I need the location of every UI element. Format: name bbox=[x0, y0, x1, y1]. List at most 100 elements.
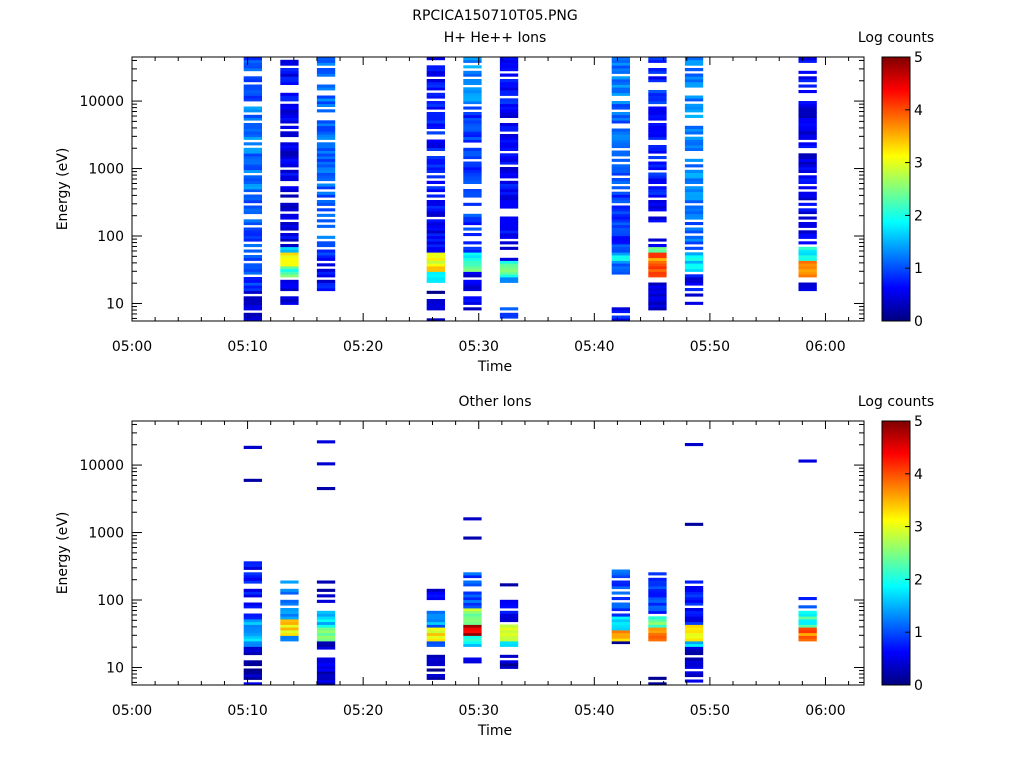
heatmap-cell bbox=[648, 591, 667, 595]
heatmap-cell bbox=[499, 73, 519, 77]
heatmap-cell bbox=[499, 183, 519, 187]
heatmap-cell bbox=[798, 249, 817, 253]
heatmap-cell bbox=[426, 65, 445, 69]
heatmap-cell bbox=[280, 95, 299, 99]
heatmap-cell bbox=[243, 285, 262, 289]
heatmap-cell bbox=[316, 68, 336, 72]
heatmap-cells bbox=[243, 57, 817, 322]
heatmap-cell bbox=[611, 307, 630, 311]
heatmap-cell bbox=[684, 260, 704, 264]
heatmap-cell bbox=[798, 459, 817, 463]
heatmap-cell bbox=[243, 156, 262, 160]
heatmap-cell bbox=[798, 178, 817, 182]
heatmap-cell bbox=[648, 172, 667, 176]
heatmap-cell bbox=[280, 627, 299, 631]
heatmap-cell bbox=[243, 591, 262, 595]
heatmap-cell bbox=[316, 131, 336, 135]
heatmap-cell bbox=[648, 70, 667, 74]
heatmap-cell bbox=[426, 290, 445, 294]
heatmap-cell bbox=[611, 167, 630, 171]
heatmap-cell bbox=[611, 583, 630, 587]
heatmap-cell bbox=[426, 101, 445, 105]
heatmap-cell bbox=[499, 616, 519, 620]
heatmap-cell bbox=[316, 169, 336, 173]
heatmap-cell bbox=[499, 92, 519, 96]
heatmap-cell bbox=[316, 134, 336, 138]
heatmap-cell bbox=[426, 147, 445, 151]
heatmap-cell bbox=[463, 246, 482, 250]
heatmap-cell bbox=[463, 266, 482, 270]
heatmap-cell bbox=[684, 57, 704, 61]
heatmap-cell bbox=[426, 222, 445, 226]
heatmap-cell bbox=[280, 268, 299, 272]
heatmap-cell bbox=[684, 227, 704, 231]
heatmap-cell bbox=[499, 59, 519, 63]
heatmap-cell bbox=[684, 594, 704, 598]
heatmap-cell bbox=[463, 136, 482, 140]
heatmap-cell bbox=[798, 128, 817, 132]
heatmap-cell bbox=[463, 92, 482, 96]
heatmap-cell bbox=[426, 238, 445, 242]
heatmap-cell bbox=[463, 608, 482, 612]
heatmap-cell bbox=[243, 660, 262, 664]
heatmap-cell bbox=[611, 205, 630, 209]
heatmap-cell bbox=[611, 257, 630, 261]
heatmap-cell bbox=[463, 114, 482, 118]
heatmap-cell bbox=[243, 169, 262, 173]
heatmap-cell bbox=[426, 638, 445, 642]
heatmap-cell bbox=[499, 315, 519, 319]
heatmap-cell bbox=[280, 274, 299, 278]
heatmap-cell bbox=[499, 277, 519, 281]
heatmap-cell bbox=[684, 213, 704, 217]
heatmap-cell bbox=[243, 307, 262, 311]
heatmap-cell bbox=[499, 200, 519, 204]
heatmap-cell bbox=[463, 202, 482, 206]
heatmap-cell bbox=[684, 643, 704, 647]
heatmap-cell bbox=[499, 233, 519, 237]
heatmap-cell bbox=[499, 62, 519, 66]
heatmap-cell bbox=[280, 92, 299, 96]
heatmap-cell bbox=[684, 649, 704, 653]
heatmap-cell bbox=[243, 150, 262, 154]
heatmap-cell bbox=[648, 161, 667, 165]
heatmap-cell bbox=[684, 68, 704, 72]
heatmap-cell bbox=[243, 244, 262, 248]
heatmap-cell bbox=[426, 263, 445, 267]
heatmap-cell bbox=[426, 208, 445, 212]
heatmap-cell bbox=[684, 522, 704, 526]
heatmap-cell bbox=[316, 268, 336, 272]
heatmap-cell bbox=[463, 572, 482, 576]
heatmap-cell bbox=[280, 613, 299, 617]
heatmap-cell bbox=[316, 285, 336, 289]
heatmap-cell bbox=[798, 120, 817, 124]
heatmap-cell bbox=[463, 257, 482, 261]
heatmap-cell bbox=[426, 241, 445, 245]
heatmap-cell bbox=[280, 608, 299, 612]
heatmap-cell bbox=[648, 635, 667, 639]
heatmap-cell bbox=[499, 79, 519, 83]
heatmap-cell bbox=[463, 536, 482, 540]
heatmap-cell bbox=[611, 608, 630, 612]
heatmap-cell bbox=[611, 128, 630, 132]
heatmap-cell bbox=[243, 282, 262, 286]
heatmap-cell bbox=[648, 136, 667, 140]
heatmap-cell bbox=[316, 440, 336, 444]
heatmap-cell bbox=[648, 630, 667, 634]
heatmap-cell bbox=[684, 139, 704, 143]
heatmap-cell bbox=[798, 235, 817, 239]
heatmap-cell bbox=[499, 197, 519, 201]
heatmap-cell bbox=[280, 635, 299, 639]
heatmap-cell bbox=[648, 79, 667, 83]
heatmap-cell bbox=[798, 632, 817, 636]
heatmap-cell bbox=[426, 643, 445, 647]
heatmap-cell bbox=[611, 139, 630, 143]
heatmap-cell bbox=[316, 674, 336, 678]
heatmap-cell bbox=[648, 266, 667, 270]
heatmap-cell bbox=[499, 583, 519, 587]
heatmap-cell bbox=[798, 153, 817, 157]
heatmap-cell bbox=[426, 79, 445, 83]
heatmap-cell bbox=[611, 169, 630, 173]
heatmap-cell bbox=[316, 70, 336, 74]
heatmap-cell bbox=[426, 588, 445, 592]
heatmap-cell bbox=[243, 263, 262, 267]
